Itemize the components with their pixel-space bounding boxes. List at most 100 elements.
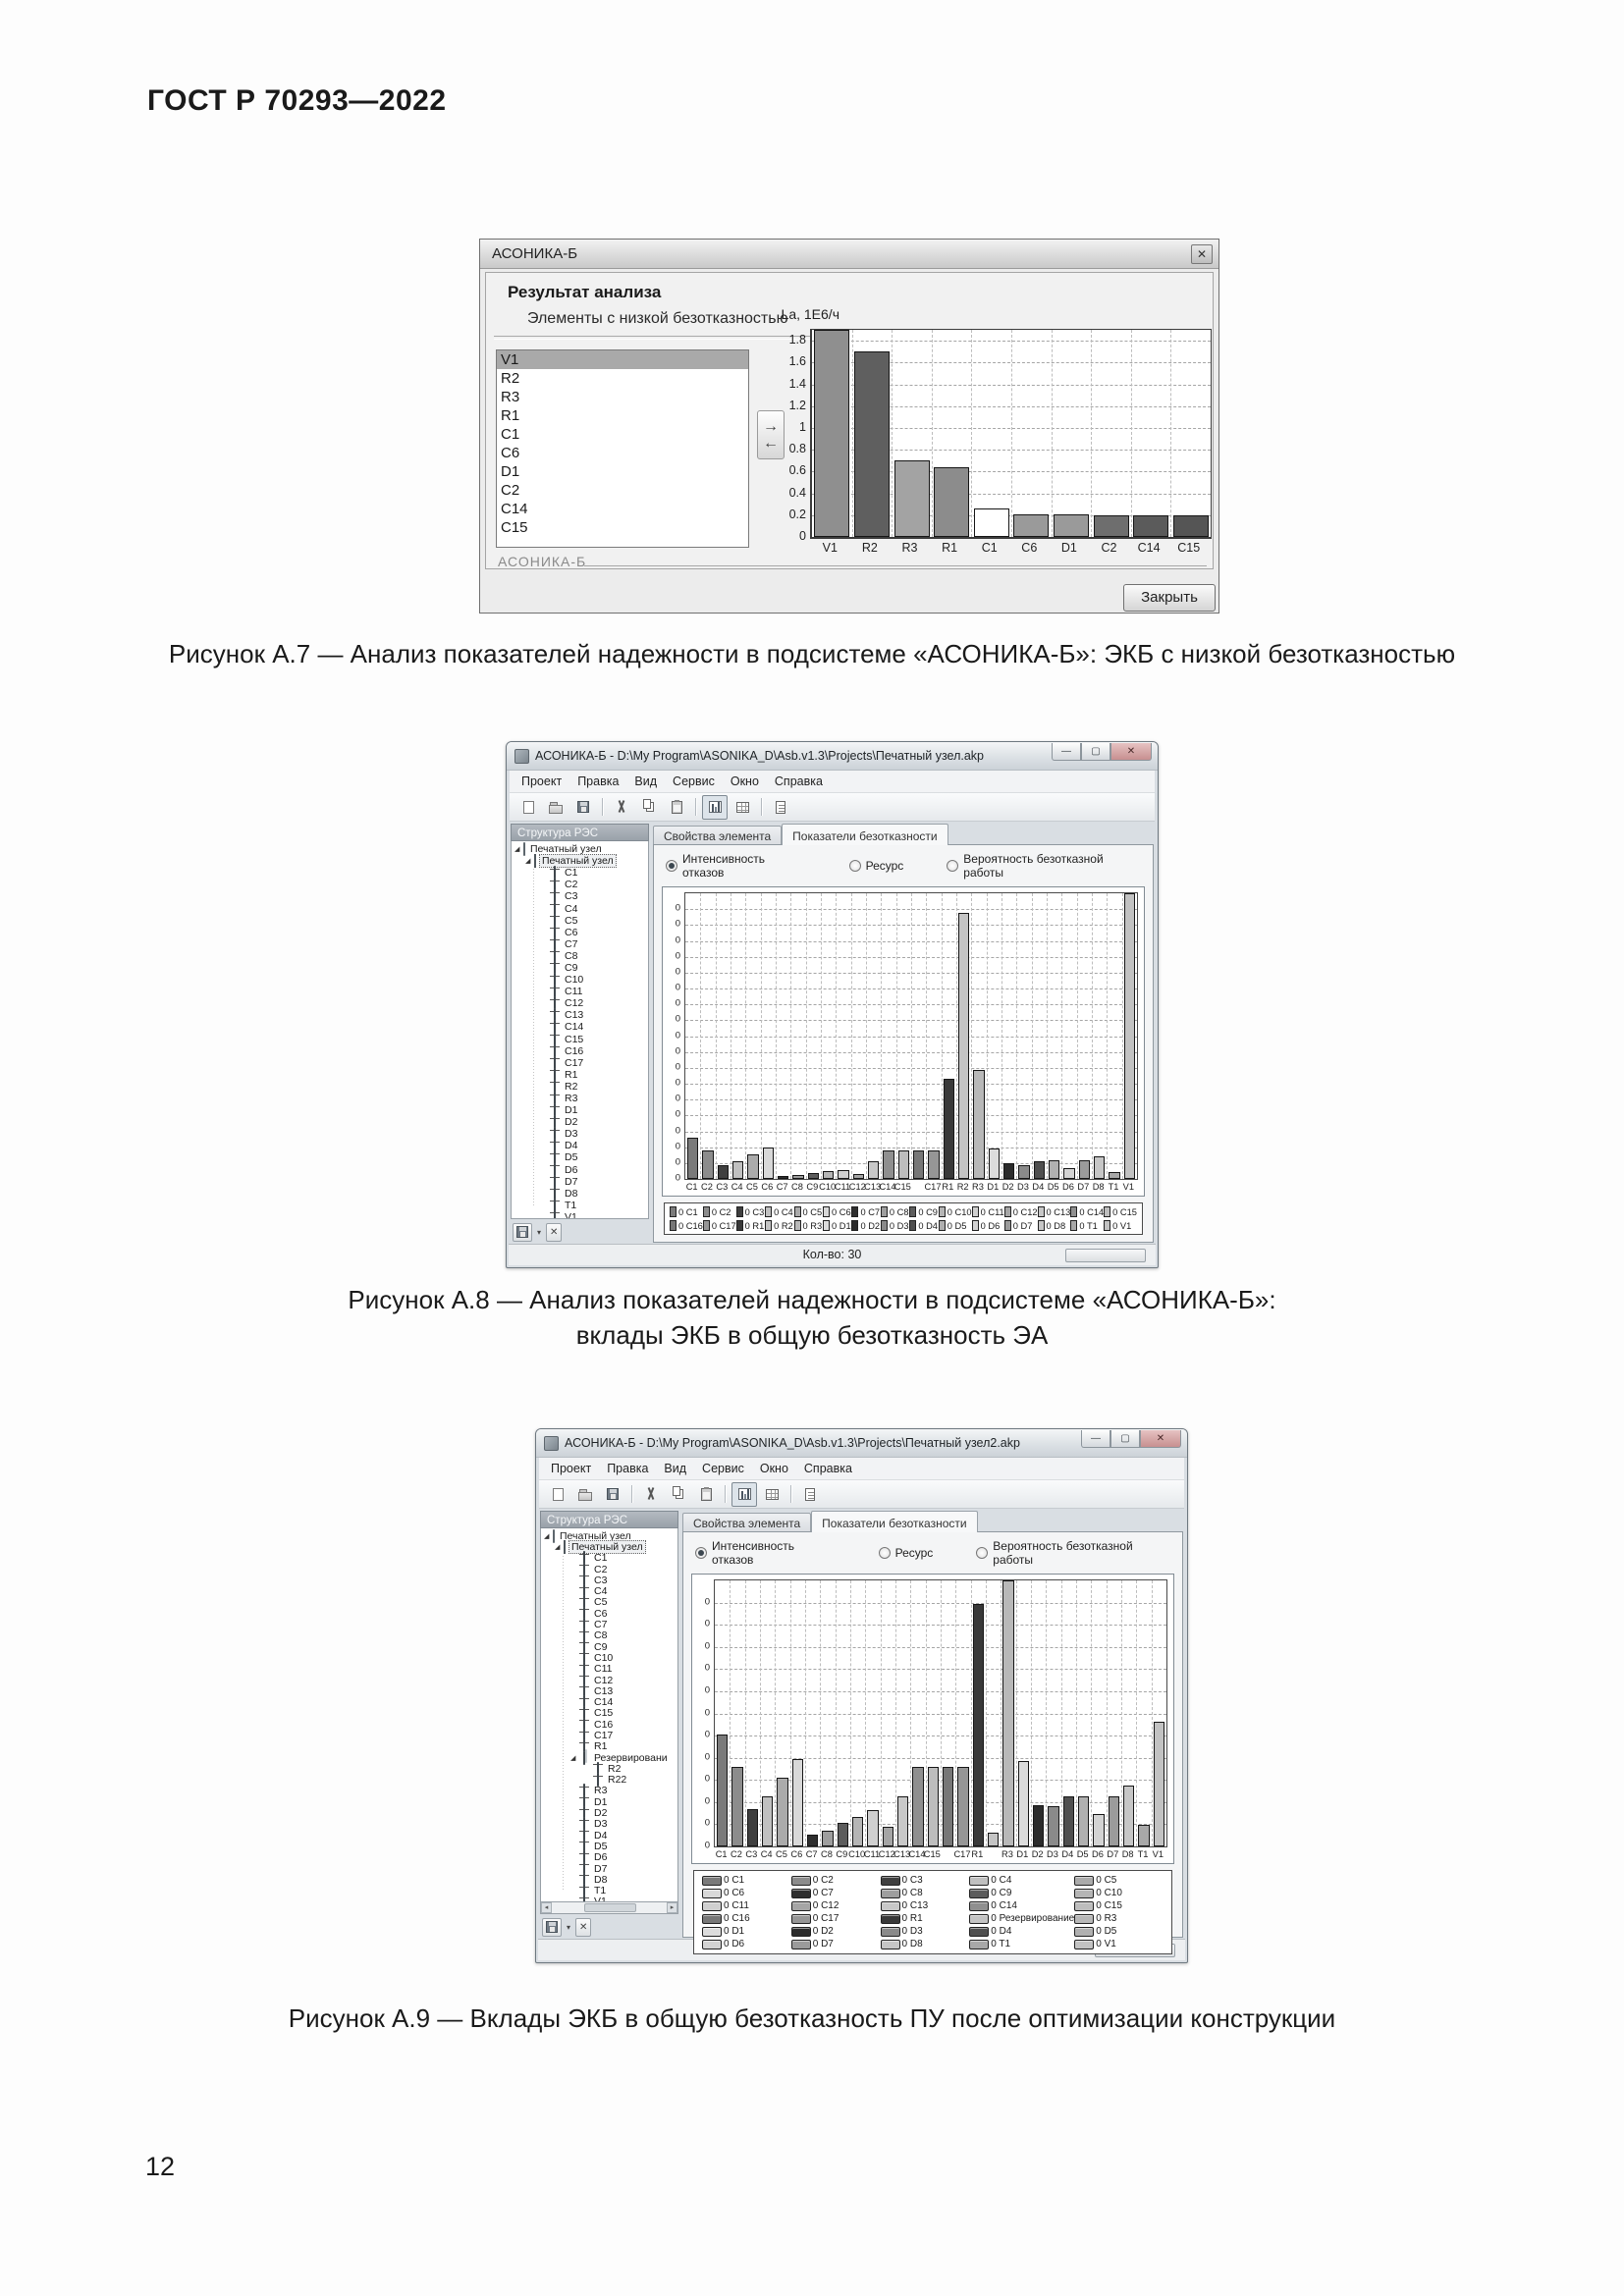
toolbar-copy-button[interactable] bbox=[636, 795, 662, 820]
dialog-titlebar[interactable]: АСОНИКА-Б ✕ bbox=[480, 240, 1218, 269]
tree-item-c3[interactable]: C3 bbox=[541, 1573, 677, 1587]
tree-item-d2[interactable]: D2 bbox=[512, 1115, 648, 1130]
tree-item-d4[interactable]: D4 bbox=[541, 1828, 677, 1842]
list-item-C1[interactable]: C1 bbox=[501, 426, 520, 443]
tree-item-d7[interactable]: D7 bbox=[541, 1861, 677, 1876]
legend-item-C14[interactable]: 0 C14 bbox=[1070, 1206, 1104, 1217]
tree-item-c12[interactable]: C12 bbox=[512, 996, 648, 1011]
legend-item-C17[interactable]: 0 C17 bbox=[790, 1913, 881, 1924]
scroll-left-icon[interactable]: ◂ bbox=[541, 1902, 552, 1913]
radio-option-1[interactable]: Интенсивность отказов bbox=[695, 1539, 836, 1567]
legend-item-D5[interactable]: 0 D5 bbox=[938, 1220, 972, 1231]
maximize-button[interactable]: ▢ bbox=[1110, 1429, 1140, 1448]
tree-item-c5[interactable]: C5 bbox=[512, 913, 648, 928]
toolbar-cut-button[interactable] bbox=[638, 1482, 664, 1507]
toolbar-copy-button[interactable] bbox=[666, 1482, 691, 1507]
toolbar-cut-button[interactable] bbox=[609, 795, 634, 820]
legend-item-C3[interactable]: 0 C3 bbox=[880, 1875, 970, 1886]
tree-item-r2[interactable]: R2 bbox=[541, 1761, 677, 1776]
toolbar-report-button[interactable] bbox=[797, 1482, 823, 1507]
tree-item-c17[interactable]: C17 bbox=[541, 1729, 677, 1742]
maximize-button[interactable]: ▢ bbox=[1081, 742, 1110, 761]
tree-tool-button[interactable] bbox=[513, 1222, 532, 1242]
toolbar-new-button[interactable] bbox=[545, 1482, 570, 1507]
tree-item-r3[interactable]: R3 bbox=[541, 1784, 677, 1798]
tree-item-c2[interactable]: C2 bbox=[512, 878, 648, 892]
menu-item-справка[interactable]: Справка bbox=[774, 774, 823, 788]
toolbar-chart-button[interactable] bbox=[731, 1481, 757, 1507]
tree-item-c3[interactable]: C3 bbox=[512, 889, 648, 904]
legend-item-C8[interactable]: 0 C8 bbox=[880, 1888, 970, 1898]
legend-item-D3[interactable]: 0 D3 bbox=[880, 1926, 970, 1937]
legend-item-C4[interactable]: 0 C4 bbox=[969, 1875, 1074, 1886]
legend-item-Резервирование[interactable]: 0 Резервирование bbox=[969, 1913, 1074, 1924]
legend-item-C2[interactable]: 0 C2 bbox=[790, 1875, 881, 1886]
tree-item-r1[interactable]: R1 bbox=[512, 1067, 648, 1082]
legend-item-R2[interactable]: 0 R2 bbox=[765, 1220, 793, 1231]
legend-item-C7[interactable]: 0 C7 bbox=[851, 1206, 880, 1217]
tree-item-d5[interactable]: D5 bbox=[541, 1839, 677, 1853]
minimize-button[interactable]: — bbox=[1052, 742, 1081, 761]
legend-item-T1[interactable]: 0 T1 bbox=[969, 1939, 1074, 1949]
toolbar-chart-button[interactable] bbox=[702, 794, 728, 820]
legend-item-C16[interactable]: 0 C16 bbox=[702, 1913, 791, 1924]
tree-item-c16[interactable]: C16 bbox=[541, 1717, 677, 1732]
radio-option-1[interactable]: Интенсивность отказов bbox=[666, 852, 806, 880]
legend-item-V1[interactable]: 0 V1 bbox=[1104, 1220, 1137, 1231]
legend-item-C6[interactable]: 0 C6 bbox=[702, 1888, 791, 1898]
legend-item-C13[interactable]: 0 C13 bbox=[880, 1900, 970, 1911]
tree-item-c13[interactable]: C13 bbox=[512, 1008, 648, 1023]
list-item-D1[interactable]: D1 bbox=[501, 463, 520, 480]
radio-option-3[interactable]: Вероятность безотказной работы bbox=[947, 852, 1141, 880]
legend-item-D6[interactable]: 0 D6 bbox=[971, 1220, 1004, 1231]
legend-item-D2[interactable]: 0 D2 bbox=[790, 1926, 881, 1937]
legend-item-C6[interactable]: 0 C6 bbox=[822, 1206, 851, 1217]
structure-tree[interactable]: ◢ Печатный узел ◢ Печатный узел C1 C2 C3 C4 C5 C6… bbox=[511, 841, 649, 1219]
legend-item-D3[interactable]: 0 D3 bbox=[880, 1220, 909, 1231]
legend-item-C15[interactable]: 0 C15 bbox=[1074, 1900, 1164, 1911]
toolbar-paste-button[interactable] bbox=[664, 795, 689, 820]
tree-item-c10[interactable]: C10 bbox=[512, 973, 648, 988]
chevron-down-icon[interactable]: ▾ bbox=[537, 1227, 542, 1237]
tree-item-c4[interactable]: C4 bbox=[512, 901, 648, 916]
radio-option-2[interactable]: Ресурс bbox=[848, 859, 903, 873]
list-item-R2[interactable]: R2 bbox=[501, 370, 520, 387]
toolbar-paste-button[interactable] bbox=[693, 1482, 719, 1507]
tree-item-d6[interactable]: D6 bbox=[512, 1162, 648, 1177]
tree-item-d5[interactable]: D5 bbox=[512, 1150, 648, 1165]
menu-item-окно[interactable]: Окно bbox=[759, 1462, 788, 1475]
legend-item-R3[interactable]: 0 R3 bbox=[1074, 1913, 1164, 1924]
legend-item-D4[interactable]: 0 D4 bbox=[909, 1220, 938, 1231]
minimize-button[interactable]: — bbox=[1081, 1429, 1110, 1448]
legend-item-D1[interactable]: 0 D1 bbox=[822, 1220, 851, 1231]
legend-item-C17[interactable]: 0 C17 bbox=[702, 1220, 736, 1231]
menu-item-правка[interactable]: Правка bbox=[577, 774, 620, 788]
close-button[interactable]: ✕ bbox=[1140, 1429, 1181, 1448]
list-item-C15[interactable]: C15 bbox=[501, 519, 528, 536]
toolbar-table-button[interactable] bbox=[730, 795, 755, 820]
tree-item-c15[interactable]: C15 bbox=[512, 1032, 648, 1046]
toolbar-save-button[interactable] bbox=[600, 1482, 625, 1507]
tree-item-печатный-узел[interactable]: ◢ Печатный узел bbox=[512, 854, 648, 869]
tree-delete-button[interactable]: ✕ bbox=[546, 1222, 563, 1242]
close-button[interactable]: ✕ bbox=[1110, 742, 1152, 761]
legend-item-R1[interactable]: 0 R1 bbox=[880, 1913, 970, 1924]
list-item-V1[interactable]: V1 bbox=[497, 350, 748, 369]
radio-option-3[interactable]: Вероятность безотказной работы bbox=[976, 1539, 1170, 1567]
list-item-C14[interactable]: C14 bbox=[501, 501, 528, 517]
legend-item-C14[interactable]: 0 C14 bbox=[969, 1900, 1074, 1911]
legend-item-C10[interactable]: 0 C10 bbox=[1074, 1888, 1164, 1898]
transfer-button[interactable]: → ← bbox=[757, 410, 785, 459]
legend-item-D7[interactable]: 0 D7 bbox=[790, 1939, 881, 1949]
legend-item-C5[interactable]: 0 C5 bbox=[1074, 1875, 1164, 1886]
legend-item-D2[interactable]: 0 D2 bbox=[851, 1220, 880, 1231]
legend-item-C16[interactable]: 0 C16 bbox=[670, 1220, 703, 1231]
tree-horizontal-scrollbar[interactable]: ◂ ▸ bbox=[540, 1902, 678, 1914]
legend-item-C2[interactable]: 0 C2 bbox=[702, 1206, 736, 1217]
legend-item-C11[interactable]: 0 C11 bbox=[702, 1900, 791, 1911]
legend-item-D6[interactable]: 0 D6 bbox=[702, 1939, 791, 1949]
scroll-right-icon[interactable]: ▸ bbox=[667, 1902, 677, 1913]
toolbar-open-button[interactable] bbox=[572, 1482, 598, 1507]
legend-item-C12[interactable]: 0 C12 bbox=[1003, 1206, 1038, 1217]
tree-item-печатный-узел[interactable]: ◢ Печатный узел bbox=[541, 1528, 677, 1543]
